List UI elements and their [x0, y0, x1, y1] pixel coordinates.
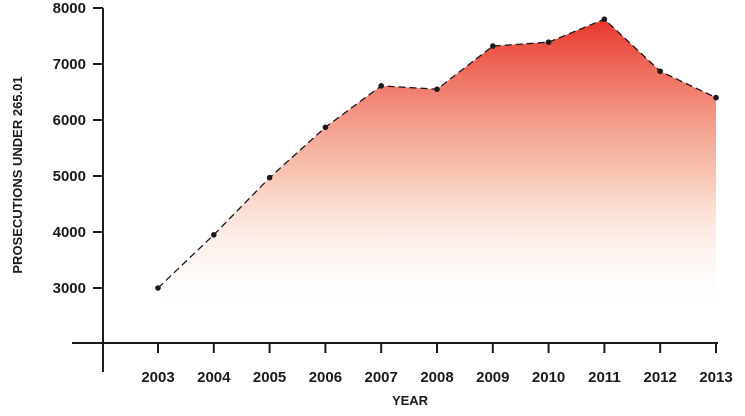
data-point-2011	[601, 16, 608, 23]
data-point-2010	[545, 39, 552, 45]
data-point-2004	[211, 232, 217, 238]
data-point-2003	[155, 285, 161, 291]
y-tick-label: 5000	[53, 168, 86, 185]
data-point-2006	[322, 124, 329, 131]
x-tick-label: 2004	[197, 369, 231, 386]
y-tick-label: 8000	[53, 0, 86, 17]
series-area-fill	[158, 19, 716, 303]
x-axis-title: YEAR	[392, 393, 429, 408]
area-fill-layer	[158, 19, 716, 303]
x-tick-label: 2005	[253, 369, 286, 386]
y-tick-label: 4000	[53, 224, 86, 241]
x-tick-label: 2010	[532, 369, 565, 386]
x-tick-label: 2011	[588, 369, 621, 386]
data-point-2009	[490, 43, 496, 49]
data-point-2007	[378, 83, 385, 89]
x-tick-label: 2003	[141, 369, 174, 386]
y-axis-title: PROSECUTIONS UNDER 265.01	[10, 76, 25, 273]
x-tick-label: 2012	[644, 369, 677, 386]
y-tick-label: 3000	[53, 280, 86, 297]
x-tick-label: 2009	[476, 369, 509, 386]
y-tick-label: 6000	[53, 112, 86, 129]
y-tick-label: 7000	[53, 56, 86, 73]
x-tick-label: 2013	[699, 369, 732, 386]
data-point-2008	[434, 86, 440, 92]
x-tick-label: 2006	[309, 369, 342, 386]
x-tick-label: 2007	[365, 369, 398, 386]
data-point-2012	[657, 68, 663, 75]
data-point-2005	[266, 174, 273, 181]
y-ticks: 3000 4000 5000 6000 7000 8000	[53, 0, 103, 297]
x-ticks: 2003 2004 2005 2006 2007 2008 2009 2010 2011 2012…	[141, 343, 733, 386]
data-points	[155, 16, 719, 291]
data-point-2013	[713, 94, 719, 101]
axes	[72, 8, 718, 372]
x-tick-label: 2008	[420, 369, 453, 386]
